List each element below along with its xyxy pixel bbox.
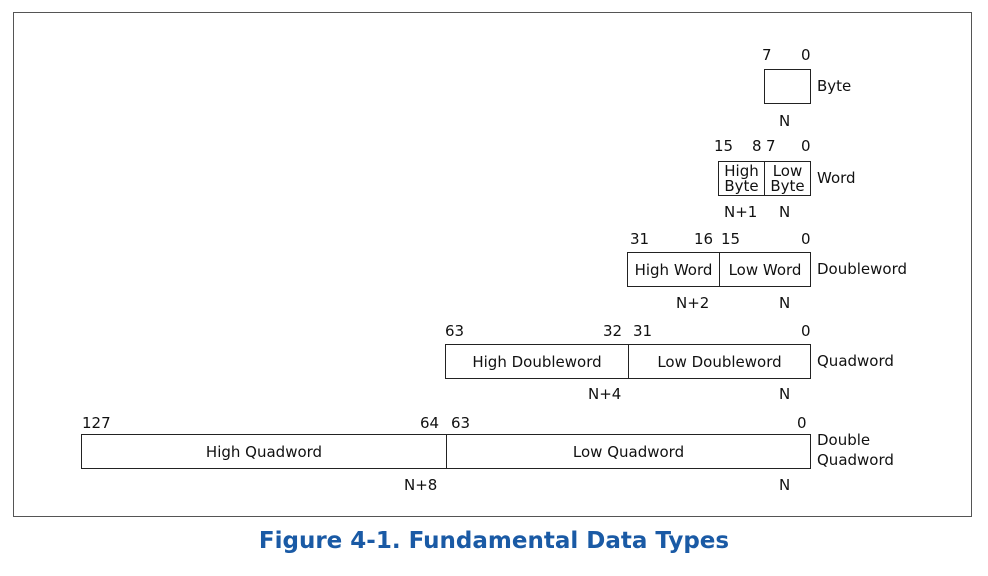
bit-label: 0 <box>801 137 811 155</box>
low-word-cell: Low Word <box>719 253 810 286</box>
figure-frame <box>13 12 972 517</box>
address-label: N+4 <box>588 385 622 403</box>
bit-label: 0 <box>801 46 811 64</box>
high-doubleword-cell: High Doubleword <box>472 352 602 371</box>
type-name-byte: Byte <box>817 77 852 95</box>
bit-label: 32 <box>603 322 623 340</box>
bit-label: 63 <box>451 414 471 432</box>
high-word-cell: High Word <box>634 260 713 279</box>
bit-label: 127 <box>82 414 111 432</box>
address-label: N+8 <box>404 476 438 494</box>
bit-label: 0 <box>801 230 811 248</box>
bit-label: 0 <box>801 322 811 340</box>
bit-label: 15 <box>714 137 734 155</box>
byte-box <box>764 69 811 104</box>
quadword-box: High Doubleword Low Doubleword <box>445 344 811 379</box>
bit-label: 64 <box>420 414 440 432</box>
high-quadword-cell: High Quadword <box>205 442 323 461</box>
word-box: High Byte Low Byte <box>718 161 811 196</box>
bit-label: 7 <box>766 137 776 155</box>
low-byte-cell: Low Byte <box>764 162 810 195</box>
address-label: N+1 <box>724 203 758 221</box>
address-label: N <box>779 476 791 494</box>
type-name-doubleword: Doubleword <box>817 260 908 278</box>
address-label: N <box>779 294 791 312</box>
type-name-quadword: Quadword <box>817 352 894 370</box>
bit-label: 0 <box>797 414 807 432</box>
type-name-double-quadword-line1: Double <box>817 431 871 449</box>
address-label: N+2 <box>676 294 710 312</box>
double-quadword-box: High Quadword Low Quadword <box>81 434 811 469</box>
doubleword-box: High Word Low Word <box>627 252 811 287</box>
type-name-double-quadword-line2: Quadword <box>817 451 894 469</box>
bit-label: 16 <box>694 230 714 248</box>
address-label: N <box>779 385 791 403</box>
bit-label: 31 <box>633 322 653 340</box>
figure-caption: Figure 4-1. Fundamental Data Types <box>258 528 730 554</box>
high-byte-cell: High Byte <box>724 161 759 195</box>
bit-label: 8 <box>752 137 762 155</box>
bit-label: 15 <box>721 230 741 248</box>
bit-label: 63 <box>445 322 465 340</box>
type-name-word: Word <box>817 169 856 187</box>
address-label: N <box>779 112 791 130</box>
address-label: N <box>779 203 791 221</box>
bit-label: 31 <box>630 230 650 248</box>
low-quadword-cell: Low Quadword <box>446 435 810 468</box>
bit-label: 7 <box>762 46 772 64</box>
low-doubleword-cell: Low Doubleword <box>628 345 810 378</box>
